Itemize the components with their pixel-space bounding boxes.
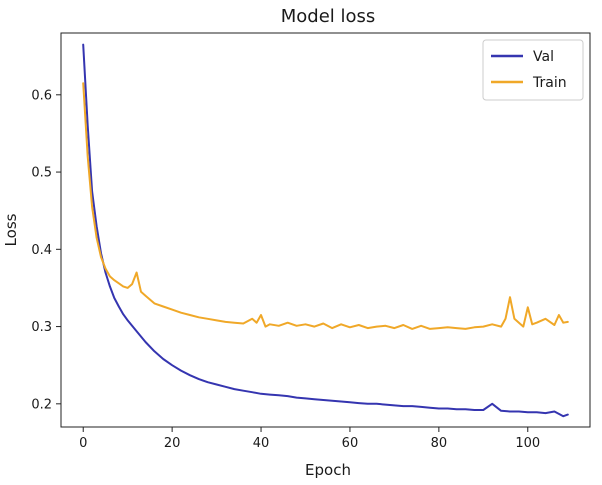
y-tick-label: 0.2 xyxy=(31,397,52,412)
series-line-train xyxy=(82,82,569,330)
y-axis-label: Loss xyxy=(2,213,20,246)
legend: Val Train xyxy=(482,39,584,101)
chart-title: Model loss xyxy=(281,6,376,27)
x-tick-label: 80 xyxy=(431,436,448,451)
y-tick-label: 0.4 xyxy=(31,243,52,258)
x-tick-label: 100 xyxy=(515,436,540,451)
y-tick-label: 0.6 xyxy=(31,88,52,103)
ticks-layer: 0 20 40 60 80 100 0.2 0.3 0.4 0.5 0.6 xyxy=(31,88,540,451)
y-tick-label: 0.5 xyxy=(31,166,52,181)
x-tick-label: 40 xyxy=(253,436,270,451)
plot-frame xyxy=(60,32,591,428)
series-line-val xyxy=(82,43,569,418)
x-tick-label: 60 xyxy=(342,436,359,451)
legend-label-train: Train xyxy=(532,75,567,91)
x-tick-label: 20 xyxy=(164,436,181,451)
x-tick-label: 0 xyxy=(79,436,87,451)
series-layer xyxy=(82,43,569,418)
y-tick-label: 0.3 xyxy=(31,320,52,335)
x-axis-label: Epoch xyxy=(305,461,351,479)
legend-label-val: Val xyxy=(533,49,554,65)
